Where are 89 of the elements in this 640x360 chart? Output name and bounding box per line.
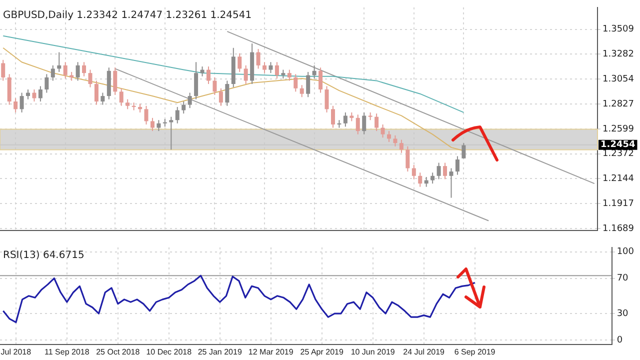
- y-tick-label: 1.2827: [602, 99, 634, 110]
- candlestick: [76, 62, 80, 82]
- candlestick: [169, 116, 174, 150]
- candlestick: [436, 162, 441, 180]
- candlestick: [312, 64, 316, 80]
- candlestick: [26, 88, 30, 100]
- candlestick: [20, 92, 24, 113]
- candlestick: [406, 146, 410, 172]
- candlestick: [449, 168, 454, 198]
- candlestick: [119, 88, 124, 106]
- candlestick: [262, 62, 267, 74]
- candlestick: [1, 59, 6, 82]
- candlestick: [57, 52, 62, 72]
- candlestick: [150, 117, 154, 132]
- x-tick-label: 6 Sep 2019: [454, 347, 496, 356]
- y-tick-label: 1.2372: [602, 149, 634, 160]
- candlestick: [44, 74, 49, 94]
- candlestick: [244, 64, 248, 84]
- y-tick-label: 1.1917: [602, 198, 634, 209]
- candlestick: [194, 62, 198, 100]
- candlestick: [50, 64, 55, 82]
- x-tick-label: 25 Oct 2018: [96, 347, 140, 356]
- candlestick: [38, 86, 42, 102]
- candlestick: [300, 84, 304, 98]
- candlestick: [399, 139, 404, 154]
- candlestick: [82, 62, 86, 77]
- candlestick: [362, 112, 366, 135]
- y-tick-label: 1.3054: [602, 74, 634, 85]
- y-tick-label: 70: [616, 274, 629, 284]
- y-tick-label: 1.3509: [602, 24, 634, 35]
- y-tick-label: 1.1689: [602, 224, 634, 234]
- candlestick: [212, 76, 217, 96]
- candlestick: [32, 88, 36, 102]
- x-tick-label: 24 Jul 2019: [403, 347, 446, 356]
- candlestick: [294, 74, 298, 92]
- candlestick: [393, 134, 398, 147]
- x-tick-label: Jul 2018: [0, 347, 32, 356]
- candlestick: [94, 80, 98, 106]
- candlestick: [14, 98, 18, 113]
- x-tick-label: 25 Apr 2019: [300, 347, 344, 356]
- candlestick: [144, 105, 148, 125]
- candlestick: [387, 130, 392, 142]
- candlestick: [424, 176, 428, 188]
- candlestick: [324, 86, 329, 113]
- y-tick-label: 1.3282: [602, 50, 634, 60]
- candlestick: [206, 66, 211, 84]
- candlestick: [356, 114, 360, 135]
- y-tick-label: 100: [616, 247, 634, 258]
- candlestick: [218, 88, 223, 106]
- y-tick-label: 1.2599: [602, 124, 634, 134]
- candlestick: [274, 62, 279, 80]
- y-tick-label: 1.2144: [602, 174, 634, 184]
- candlestick: [88, 69, 92, 88]
- candlestick: [306, 71, 310, 98]
- chart-title: GBPUSD,Daily 1.23342 1.24747 1.23261 1.24541: [3, 10, 252, 21]
- candlestick: [156, 120, 161, 132]
- candlestick: [182, 100, 186, 114]
- y-tick-label: 30: [616, 308, 629, 319]
- candlestick: [238, 52, 242, 72]
- candlestick: [287, 69, 292, 82]
- candlestick: [268, 62, 273, 74]
- candlestick: [100, 92, 105, 106]
- candlestick: [443, 162, 448, 180]
- chart-title: RSI(13) 64.6715: [3, 250, 84, 261]
- candlestick: [374, 113, 379, 132]
- y-tick-label: 0: [616, 335, 623, 346]
- candlestick: [256, 48, 260, 70]
- candlestick: [343, 112, 348, 128]
- candlestick: [63, 62, 68, 80]
- x-tick-label: 25 Jan 2019: [198, 347, 242, 356]
- candlestick: [430, 172, 435, 184]
- x-tick-label: 11 Sep 2018: [44, 347, 90, 356]
- candlestick: [380, 124, 385, 138]
- candlestick: [412, 164, 416, 180]
- candlestick: [318, 67, 323, 94]
- candlestick: [330, 105, 335, 128]
- candlestick: [462, 142, 466, 159]
- candlestick: [175, 106, 180, 124]
- candlestick: [418, 172, 422, 188]
- candlestick: [113, 67, 118, 96]
- candlestick: [200, 66, 204, 77]
- ref-line-label: 1.2454: [600, 140, 636, 150]
- candlestick: [188, 92, 192, 109]
- candlestick: [455, 156, 460, 176]
- candlestick: [126, 98, 130, 110]
- x-tick-label: 12 Mar 2019: [248, 347, 294, 356]
- x-tick-label: 10 Jun 2019: [350, 347, 396, 356]
- x-tick-label: 10 Dec 2018: [146, 347, 192, 356]
- candlestick: [225, 80, 230, 106]
